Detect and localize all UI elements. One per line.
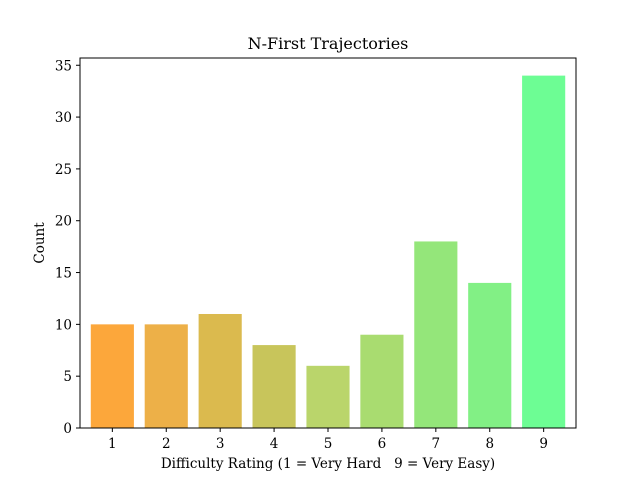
y-tick-label-20: 20	[55, 214, 72, 230]
bar-9	[522, 75, 566, 428]
y-tick-label-35: 35	[55, 58, 72, 74]
chart-title: N-First Trajectories	[248, 34, 409, 53]
y-axis-ticks: 0 5 10 15 20 25 30 35	[55, 58, 80, 437]
bars-layer	[90, 75, 566, 428]
bar-4	[252, 345, 296, 428]
x-tick-label-2: 2	[162, 436, 171, 452]
bar-5	[306, 365, 350, 428]
bar-1	[90, 324, 134, 428]
y-tick-label-0: 0	[63, 421, 72, 437]
y-tick-label-15: 15	[55, 266, 72, 282]
x-axis-label: Difficulty Rating (1 = Very Hard 9 = Ver…	[161, 456, 495, 472]
plot-frame	[79, 57, 577, 429]
x-tick-label-5: 5	[324, 436, 333, 452]
y-tick-label-25: 25	[55, 162, 72, 178]
bar-2	[144, 324, 188, 428]
x-tick-label-7: 7	[432, 436, 441, 452]
x-tick-label-9: 9	[539, 436, 548, 452]
x-tick-label-3: 3	[216, 436, 225, 452]
bar-8	[468, 282, 512, 428]
bar-6	[360, 334, 404, 428]
x-tick-label-6: 6	[378, 436, 387, 452]
y-axis-label: Count	[32, 222, 48, 264]
x-axis-ticks: 1 2 3 4 5 6 7 8 9	[108, 428, 548, 452]
x-tick-label-4: 4	[270, 436, 279, 452]
y-tick-label-5: 5	[63, 369, 72, 385]
bar-7	[414, 241, 458, 428]
x-tick-label-8: 8	[485, 436, 494, 452]
y-tick-label-30: 30	[55, 110, 72, 126]
y-tick-label-10: 10	[55, 317, 72, 333]
x-tick-label-1: 1	[108, 436, 117, 452]
bar-3	[198, 313, 242, 428]
